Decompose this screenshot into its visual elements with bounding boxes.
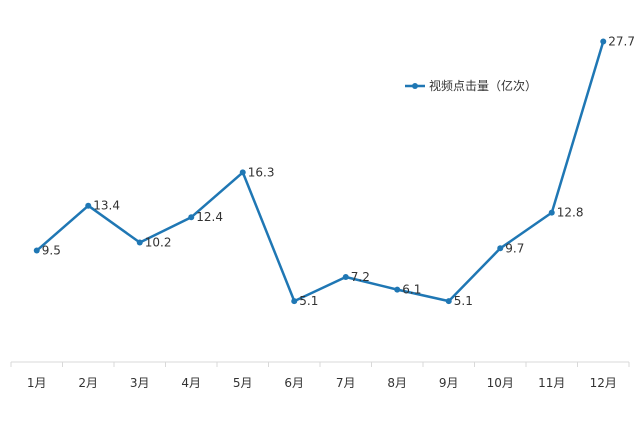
- x-axis: 1月 2月 3月 4月 5月 6月 7月 8月 9月 10月 11月 12月: [10, 361, 630, 390]
- data-point[interactable]: [188, 214, 195, 221]
- series-layer: 9.5 13.4 10.2 12.4 16.3 5.1 7.2 6.1 5.1 9.7 12.8 27…: [33, 34, 635, 308]
- data-point[interactable]: [394, 286, 401, 293]
- x-tick-label: 2月: [78, 376, 98, 390]
- data-label: 9.5: [42, 244, 61, 258]
- x-tick-label: 3月: [130, 376, 150, 390]
- data-label: 7.2: [351, 270, 370, 284]
- data-label: 27.7: [608, 34, 635, 48]
- series-line: [35, 40, 605, 303]
- data-label: 12.8: [557, 206, 584, 220]
- x-tick-label: 7月: [336, 376, 356, 390]
- data-label: 9.7: [505, 241, 524, 255]
- x-tick-label: 10月: [487, 376, 514, 390]
- legend-point-marker: [412, 83, 418, 89]
- data-point[interactable]: [291, 298, 298, 305]
- x-tick-label: 12月: [590, 376, 617, 390]
- data-point[interactable]: [600, 38, 607, 45]
- data-point[interactable]: [239, 169, 246, 176]
- data-point[interactable]: [136, 239, 143, 246]
- data-label: 13.4: [93, 199, 120, 213]
- data-label: 12.4: [196, 210, 223, 224]
- x-tick-label: 5月: [233, 376, 253, 390]
- x-tick-label: 4月: [181, 376, 201, 390]
- data-point[interactable]: [548, 209, 555, 216]
- legend-label: 视频点击量（亿次）: [429, 78, 537, 93]
- x-tick-label: 8月: [387, 376, 407, 390]
- x-tick-label: 6月: [284, 376, 304, 390]
- x-tick-label: 1月: [27, 376, 47, 390]
- data-label: 16.3: [248, 165, 275, 179]
- data-label: 10.2: [145, 236, 172, 250]
- data-point[interactable]: [85, 202, 92, 209]
- data-point[interactable]: [497, 245, 504, 252]
- data-label: 6.1: [402, 283, 421, 297]
- legend: 视频点击量（亿次）: [405, 78, 537, 93]
- data-point[interactable]: [33, 247, 40, 254]
- x-tick-label: 9月: [439, 376, 459, 390]
- x-tick-label: 11月: [538, 376, 565, 390]
- data-point[interactable]: [342, 273, 349, 280]
- data-label: 5.1: [454, 294, 473, 308]
- data-point[interactable]: [445, 298, 452, 305]
- data-label: 5.1: [299, 294, 318, 308]
